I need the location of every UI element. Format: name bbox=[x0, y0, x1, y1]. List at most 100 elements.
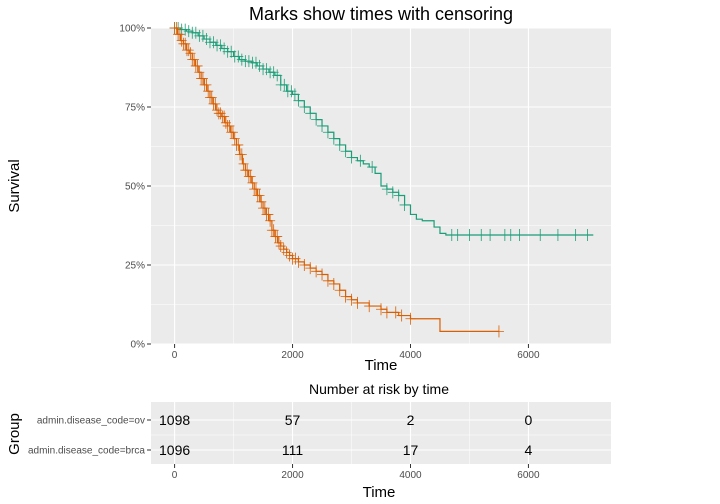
censor-mark-ov bbox=[476, 228, 487, 241]
censor-mark-ov bbox=[464, 228, 475, 241]
risk-count: 57 bbox=[285, 412, 301, 428]
risk-table-gridlines bbox=[151, 402, 611, 464]
censor-mark-brca bbox=[174, 28, 185, 41]
y-axis-label: Survival bbox=[6, 159, 23, 212]
risk-row-label: admin.disease_code=brca bbox=[28, 446, 145, 457]
censor-mark-brca bbox=[189, 53, 200, 66]
censor-mark-ov bbox=[452, 228, 463, 241]
censor-mark-ov bbox=[381, 183, 392, 196]
censor-mark-ov bbox=[582, 228, 593, 241]
censor-mark-ov bbox=[514, 228, 525, 241]
risk-count: 1096 bbox=[159, 442, 190, 458]
censor-mark-ov bbox=[387, 186, 398, 199]
risk-table-title: Number at risk by time bbox=[309, 381, 449, 397]
censor-mark-ov bbox=[346, 151, 357, 164]
risk-count: 111 bbox=[282, 442, 303, 458]
risk-x-tick-label: 2000 bbox=[281, 470, 304, 481]
censor-mark-ov bbox=[570, 228, 581, 241]
censor-mark-brca bbox=[346, 293, 357, 306]
risk-count: 4 bbox=[525, 442, 533, 458]
censor-mark-brca bbox=[305, 262, 316, 275]
x-tick-label: 0 bbox=[172, 350, 178, 361]
censor-mark-brca bbox=[390, 306, 401, 319]
censor-mark-brca bbox=[201, 78, 212, 91]
risk-x-tick-label: 6000 bbox=[517, 470, 540, 481]
censor-mark-brca bbox=[334, 284, 345, 297]
censor-mark-brca bbox=[340, 290, 351, 303]
censor-mark-ov bbox=[367, 161, 378, 174]
chart-title: Marks show times with censoring bbox=[249, 4, 513, 24]
censor-mark-ov bbox=[322, 126, 333, 139]
censor-mark-brca bbox=[299, 259, 310, 271]
censor-mark-brca bbox=[224, 119, 235, 132]
censor-mark-ov bbox=[485, 228, 496, 241]
x-tick-label: 4000 bbox=[399, 350, 422, 361]
censor-mark-brca bbox=[206, 91, 217, 104]
censor-mark-brca bbox=[192, 59, 203, 72]
censor-mark-brca bbox=[194, 66, 205, 79]
censor-mark-ov bbox=[317, 119, 328, 132]
censor-mark-brca bbox=[268, 224, 279, 237]
censor-mark-brca bbox=[364, 300, 375, 313]
survival-panel: Marks show times with censoring 0% 25% 50%… bbox=[6, 4, 611, 374]
censor-mark-brca bbox=[272, 230, 283, 243]
censor-mark-brca bbox=[293, 255, 304, 268]
censor-mark-brca bbox=[256, 195, 267, 208]
censor-mark-brca bbox=[493, 325, 504, 338]
censor-mark-brca bbox=[396, 309, 407, 322]
risk-count: 17 bbox=[403, 442, 419, 458]
censor-mark-brca bbox=[322, 274, 333, 287]
censor-mark-brca bbox=[245, 170, 256, 183]
risk-row-label: admin.disease_code=ov bbox=[37, 416, 145, 427]
main-gridlines bbox=[151, 27, 611, 345]
y-tick-label: 25% bbox=[125, 261, 145, 272]
censor-mark-brca bbox=[311, 265, 322, 278]
censor-mark-ov bbox=[393, 189, 404, 202]
risk-table-x-label: Time bbox=[363, 484, 396, 501]
censor-mark-brca bbox=[183, 44, 194, 57]
censor-mark-brca bbox=[376, 303, 386, 316]
risk-table-x-ticks: 0 2000 4000 6000 bbox=[172, 464, 540, 481]
censor-mark-ov bbox=[328, 132, 339, 145]
censor-mark-brca bbox=[381, 306, 392, 319]
x-tick-label: 6000 bbox=[517, 350, 540, 361]
censor-mark-brca bbox=[263, 208, 274, 221]
x-axis-ticks: 0 2000 4000 6000 bbox=[172, 344, 540, 361]
censor-mark-brca bbox=[180, 37, 191, 50]
censor-mark-ov bbox=[289, 88, 300, 101]
censor-mark-brca bbox=[227, 126, 238, 139]
risk-x-tick-label: 0 bbox=[172, 470, 178, 481]
censor-mark-brca bbox=[210, 97, 221, 110]
y-axis-ticks: 0% 25% 50% 75% 100% bbox=[119, 24, 151, 351]
series-ov bbox=[169, 22, 594, 241]
risk-x-tick-label: 4000 bbox=[399, 470, 422, 481]
risk-row: admin.disease_code=brca 1096 111 17 4 bbox=[28, 442, 533, 458]
censor-mark-ov bbox=[355, 154, 366, 167]
risk-table-rows: admin.disease_code=ov 1098 57 2 0admin.disea… bbox=[28, 412, 533, 458]
risk-count: 1098 bbox=[159, 412, 190, 428]
risk-row: admin.disease_code=ov 1098 57 2 0 bbox=[37, 412, 533, 428]
censor-mark-ov bbox=[272, 69, 283, 82]
risk-table-y-label: Group bbox=[6, 413, 23, 455]
censor-mark-brca bbox=[317, 268, 328, 281]
censor-mark-ov bbox=[552, 228, 563, 241]
censor-mark-brca bbox=[405, 312, 416, 325]
censor-mark-brca bbox=[197, 72, 208, 85]
y-tick-label: 0% bbox=[131, 340, 146, 351]
censor-mark-ov bbox=[340, 145, 351, 158]
censor-mark-ov bbox=[279, 78, 290, 91]
censor-mark-brca bbox=[265, 214, 276, 227]
censor-mark-brca bbox=[219, 110, 230, 123]
censor-mark-brca bbox=[273, 236, 284, 249]
censor-mark-brca bbox=[236, 148, 247, 161]
censor-mark-ov bbox=[334, 138, 345, 151]
censor-mark-brca bbox=[233, 138, 244, 151]
risk-count: 2 bbox=[407, 412, 415, 428]
censor-mark-ov bbox=[399, 198, 410, 211]
censor-mark-brca bbox=[171, 22, 182, 34]
series-brca bbox=[169, 22, 504, 338]
risk-table-background bbox=[151, 402, 611, 464]
censor-mark-ov bbox=[293, 94, 304, 107]
censor-mark-brca bbox=[185, 47, 196, 60]
